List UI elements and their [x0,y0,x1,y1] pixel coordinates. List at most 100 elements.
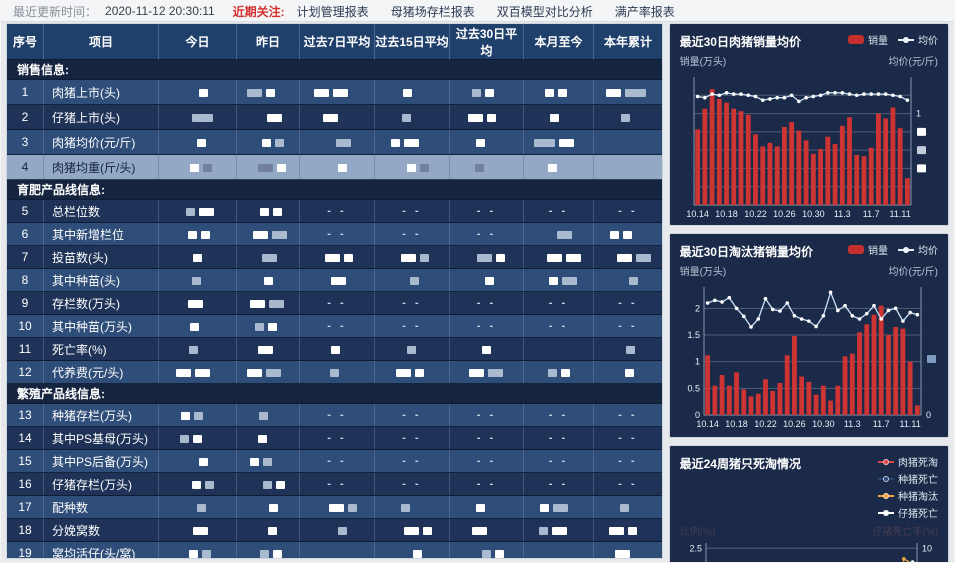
redacted-value [188,160,214,174]
redacted-block [609,526,624,535]
empty-value-dashes: - - [402,205,422,217]
pork-sales-price-chart: 1 10.14 10.18 10.22 10.26 10.30 11.3 11.7 11.11 [686,77,926,219]
row-number: 16 [7,473,44,495]
data-cell [450,519,524,541]
nav-link-model-compare[interactable]: 双百模型对比分析 [496,4,593,19]
row-label: 其中种苗(万头) [44,315,159,337]
table-row-7[interactable]: 7 投苗数(头) [7,246,662,269]
table-row-11[interactable]: 11 死亡率(%) [7,338,662,361]
table-row-5[interactable]: 5 总栏位数 - - - - - - - - - - [7,200,662,223]
data-cell: - - [524,315,594,337]
redacted-value [399,500,412,514]
chart1-right-axis-label: 均价(元/斤) [888,57,938,68]
svg-text:10.18: 10.18 [715,209,738,219]
data-cell [375,542,450,558]
redacted-block [197,138,206,147]
table-row-6[interactable]: 6 其中新增栏位 - - - - - - [7,223,662,246]
legend-item-种猪淘汰[interactable]: 种猪淘汰 [878,488,938,503]
empty-value-dashes: - - [402,455,422,467]
table-row-13[interactable]: 13 种猪存栏(万头) - - - - - - - - - - [7,404,662,427]
table-row-15[interactable]: 15 其中PS后备(万头) - - - - - - - - - - [7,450,662,473]
redacted-value [258,546,284,558]
legend-item-仔猪死亡[interactable]: 仔猪死亡 [878,505,938,520]
table-row-1[interactable]: 1 肉猪上市(头) [7,80,662,105]
nav-link-plan-report[interactable]: 计划管理报表 [296,4,369,19]
data-cell [237,223,300,245]
redacted-block [194,368,210,377]
redacted-block [486,113,496,122]
table-row-18[interactable]: 18 分娩窝数 [7,519,662,542]
svg-text:1: 1 [695,357,700,367]
data-cell [237,496,300,518]
data-cell: - - [300,473,375,495]
data-cell: - - [450,404,524,426]
redacted-block [467,113,483,122]
data-cell [594,519,662,541]
redacted-block [565,253,581,262]
legend-item-种猪死亡[interactable]: 种猪死亡 [878,471,938,486]
redacted-block [420,253,429,262]
row-label: 种猪存栏(万头) [44,404,159,426]
redacted-value [262,273,275,287]
data-cell [237,315,300,337]
chart2-title: 最近30日淘汰猪销量均价 [679,245,813,259]
table-row-12[interactable]: 12 代养费(元/头) [7,361,662,384]
redacted-value [191,250,204,264]
table-row-17[interactable]: 17 配种数 [7,496,662,519]
redacted-value [474,135,487,149]
data-cell [159,404,237,426]
data-cell [450,105,524,129]
data-cell: - - [524,473,594,495]
table-row-4[interactable]: 4 肉猪均重(斤/头) [7,155,662,180]
redacted-block [628,276,638,285]
data-cell: - - [300,200,375,222]
chart3-title: 最近24周猪只死淘情况 [679,457,801,471]
redacted-block [409,276,419,285]
redacted-block [260,549,269,558]
legend-item-肉猪死淘[interactable]: 肉猪死淘 [878,454,938,469]
data-cell [237,404,300,426]
line-swatch-icon [898,246,914,253]
row-label: 投苗数(头) [44,246,159,268]
redacted-value [253,319,279,333]
legend-item-销量[interactable]: 销量 [848,32,888,47]
table-row-10[interactable]: 10 其中种苗(万头) - - - - - - - - - - [7,315,662,338]
table-row-3[interactable]: 3 肉猪均价(元/斤) [7,130,662,155]
main-area: 序号 项目 今日 昨日 过去7日平均 过去15日平均 过去30日平均 本月至今 本年累计 销售信… [1,22,954,562]
legend-item-销量[interactable]: 销量 [848,242,888,257]
table-row-16[interactable]: 16 仔猪存栏(万头) - - - - - - - - - - [7,473,662,496]
table-row-19[interactable]: 19 窝均活仔(头/窝) [7,542,662,558]
svg-text:11.7: 11.7 [872,419,889,429]
data-cell [524,130,594,154]
redacted-block [175,368,191,377]
legend-item-均价[interactable]: 均价 [898,242,938,257]
data-cell: - - [524,427,594,449]
data-cell [375,80,450,104]
redacted-value [336,160,349,174]
data-cell: - - [450,200,524,222]
svg-text:10.18: 10.18 [725,419,748,429]
redacted-block [548,163,557,172]
empty-value-dashes: - - [327,409,347,421]
nav-link-sow-inventory[interactable]: 母猪场存栏报表 [390,4,475,19]
table-row-14[interactable]: 14 其中PS基母(万头) - - - - - - - - - - [7,427,662,450]
redacted-block [192,276,201,285]
table-row-2[interactable]: 2 仔猪上市(头) [7,105,662,130]
redacted-block [476,253,492,262]
redacted-block [481,549,491,558]
table-row-9[interactable]: 9 存栏数(万头) - - - - - - - - - - [7,292,662,315]
table-row-8[interactable]: 8 其中种苗(头) [7,269,662,292]
line-swatch-icon [878,509,894,516]
section-header-0: 销售信息: [7,60,662,80]
redacted-block [247,88,262,97]
svg-text:11.11: 11.11 [899,419,920,429]
legend-item-均价[interactable]: 均价 [898,32,938,47]
data-cell [594,269,662,291]
redacted-value [260,250,279,264]
data-cell [159,155,237,179]
nav-link-full-capacity-rate[interactable]: 满产率报表 [614,4,675,19]
data-cell [594,223,662,245]
data-cell [594,246,662,268]
row-number: 6 [7,223,44,245]
